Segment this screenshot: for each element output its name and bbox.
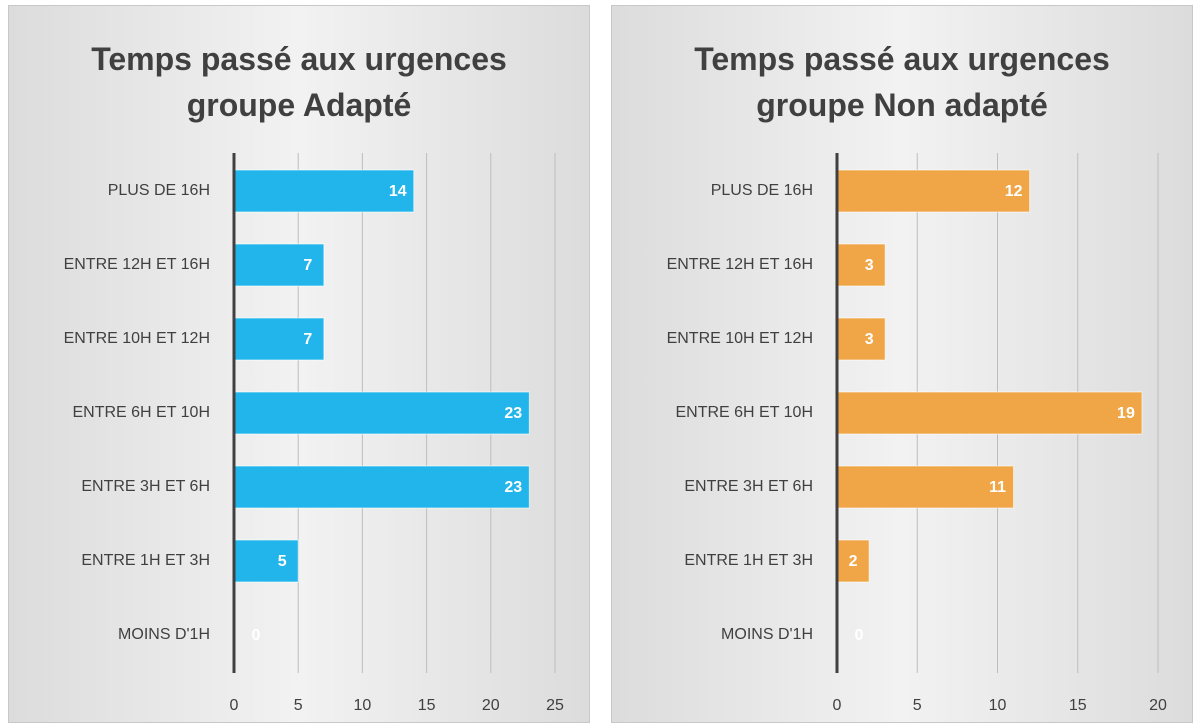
y-tick-label: ENTRE 1H ET 3H (684, 552, 813, 569)
y-tick-label: ENTRE 3H ET 6H (684, 478, 813, 495)
y-tick-label: ENTRE 1H ET 3H (81, 552, 210, 569)
bar (836, 243, 886, 287)
data-label: 3 (865, 331, 874, 348)
bar (836, 317, 886, 361)
chart-panel: Temps passé aux urgences groupe Adapté 0… (8, 5, 590, 723)
chart-title: Temps passé aux urgences groupe Adapté (91, 41, 507, 123)
data-label: 19 (1117, 405, 1135, 422)
x-tick-label: 15 (418, 697, 436, 714)
bar (233, 169, 415, 213)
data-label: 7 (303, 331, 312, 348)
data-label: 2 (849, 553, 858, 570)
y-tick-label: MOINS D'1H (118, 626, 210, 643)
chart: 0 5 10 15 20 25 PLUS DE 16H 14 ENTRE 12H ET 16H 7… (64, 153, 564, 714)
y-tick-label: ENTRE 6H ET 10H (675, 404, 813, 421)
y-tick-label: ENTRE 10H ET 12H (667, 330, 813, 347)
bar (233, 243, 325, 287)
bar (233, 391, 530, 435)
y-tick-label: ENTRE 10H ET 12H (64, 330, 210, 347)
data-label: 23 (504, 479, 522, 496)
x-tick-label: 20 (1149, 697, 1167, 714)
bar (836, 169, 1031, 213)
data-label: 11 (989, 479, 1006, 496)
bar (233, 465, 530, 509)
y-tick-label: ENTRE 12H ET 16H (64, 256, 210, 273)
x-tick-label: 0 (230, 697, 239, 714)
y-tick-label: ENTRE 6H ET 10H (72, 404, 210, 421)
x-tick-label: 5 (913, 697, 922, 714)
data-label: 0 (252, 627, 261, 644)
bar (233, 317, 325, 361)
bar (836, 539, 870, 583)
data-label: 23 (504, 405, 522, 422)
data-label: 7 (303, 257, 312, 274)
y-tick-label: PLUS DE 16H (711, 182, 813, 199)
y-tick-label: ENTRE 3H ET 6H (81, 478, 210, 495)
x-tick-label: 20 (482, 697, 500, 714)
chart-title: Temps passé aux urgences groupe Non adap… (694, 41, 1110, 123)
bar (233, 539, 299, 583)
x-tick-label: 10 (354, 697, 372, 714)
bar (836, 391, 1143, 435)
x-tick-label: 10 (989, 697, 1007, 714)
data-label: 5 (278, 553, 287, 570)
x-tick-label: 25 (546, 697, 564, 714)
y-tick-label: MOINS D'1H (721, 626, 813, 643)
data-label: 12 (1005, 183, 1023, 200)
x-tick-label: 5 (294, 697, 303, 714)
data-label: 3 (865, 257, 874, 274)
x-tick-label: 15 (1069, 697, 1087, 714)
bar (836, 465, 1015, 509)
y-tick-label: ENTRE 12H ET 16H (667, 256, 813, 273)
data-label: 14 (389, 183, 407, 200)
chart-panel: Temps passé aux urgences groupe Non adap… (611, 5, 1193, 723)
x-tick-label: 0 (833, 697, 842, 714)
y-tick-label: PLUS DE 16H (108, 182, 210, 199)
data-label: 0 (855, 627, 864, 644)
